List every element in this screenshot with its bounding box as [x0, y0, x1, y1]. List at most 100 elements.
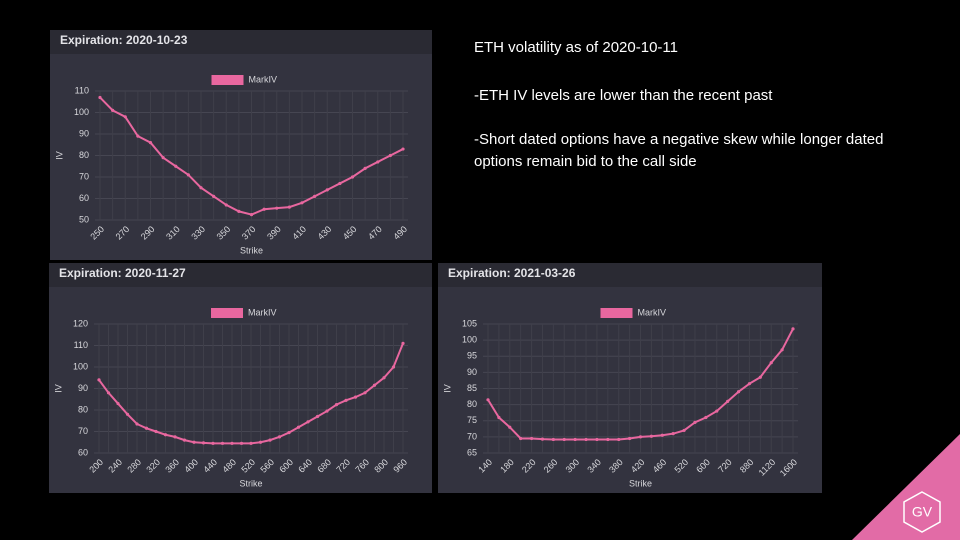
data-point [363, 166, 367, 170]
data-point [111, 108, 115, 112]
data-point [508, 425, 512, 429]
data-point [726, 399, 730, 403]
data-point [376, 160, 380, 164]
data-point [344, 398, 348, 402]
data-point [758, 375, 762, 379]
y-tick-label: 60 [79, 193, 89, 203]
legend-label: MarkIV [638, 307, 667, 317]
data-point [736, 390, 741, 394]
x-axis-label: Strike [629, 478, 652, 488]
y-tick-label: 80 [79, 150, 89, 160]
data-point [275, 206, 279, 210]
logo-hex [903, 491, 941, 533]
chart-header [438, 263, 822, 287]
data-point [388, 153, 392, 158]
data-point [116, 401, 120, 406]
data-point [780, 348, 784, 352]
data-point [334, 403, 339, 407]
bullet: -Short dated options have a negative ske… [474, 131, 883, 148]
legend-label: MarkIV [248, 307, 277, 317]
data-point [182, 438, 187, 442]
data-point [606, 437, 610, 442]
data-point [401, 341, 405, 345]
chart-title: Expiration: 2021-03-26 [448, 266, 576, 280]
data-point [747, 382, 752, 386]
data-point [173, 435, 177, 439]
y-tick-label: 80 [78, 404, 88, 414]
data-point [224, 203, 228, 207]
data-point [313, 194, 317, 198]
data-point [249, 441, 253, 445]
data-point [660, 433, 664, 437]
data-point [144, 426, 149, 430]
data-point [649, 434, 653, 438]
data-point [325, 409, 329, 413]
y-tick-label: 105 [462, 318, 477, 328]
y-tick-label: 50 [79, 214, 89, 224]
data-point [125, 412, 130, 416]
data-point [268, 438, 272, 442]
data-point [98, 95, 102, 100]
y-tick-label: 95 [467, 351, 477, 361]
data-point [372, 383, 377, 387]
data-point [220, 441, 225, 445]
data-point [212, 194, 216, 198]
y-axis-label: IV [53, 384, 63, 393]
y-axis-label: IV [442, 384, 452, 393]
bullet: options remain bid to the call side [474, 153, 697, 170]
data-point [123, 115, 127, 119]
data-point [106, 391, 111, 395]
data-point [715, 409, 719, 413]
data-point [693, 420, 697, 424]
bullet: -ETH IV levels are lower than the recent… [474, 87, 773, 104]
y-tick-label: 75 [467, 415, 477, 425]
y-tick-label: 110 [75, 85, 89, 95]
data-point [671, 432, 675, 436]
data-point [135, 422, 139, 426]
data-point [573, 437, 577, 442]
data-point [192, 440, 196, 444]
y-tick-label: 90 [78, 383, 88, 393]
data-point [296, 425, 301, 429]
data-point [595, 437, 599, 442]
legend-swatch [211, 308, 243, 318]
logo-corner [852, 434, 960, 540]
data-point [584, 437, 588, 442]
data-point [682, 428, 686, 433]
data-point [638, 435, 643, 439]
data-point [287, 430, 291, 435]
data-point [391, 365, 396, 369]
data-point [353, 395, 358, 399]
data-point [769, 361, 773, 365]
data-point [201, 441, 206, 445]
legend-label: MarkIV [249, 74, 278, 84]
data-point [199, 186, 203, 190]
data-point [306, 420, 310, 424]
data-point [497, 415, 501, 420]
data-point [174, 164, 178, 168]
data-point [350, 175, 355, 179]
data-point [211, 441, 215, 445]
legend-swatch [600, 308, 633, 318]
data-point [258, 440, 263, 444]
data-point [338, 181, 342, 186]
data-point [186, 173, 190, 177]
data-point [230, 441, 234, 445]
data-point [617, 437, 621, 442]
data-point [551, 437, 555, 442]
data-point [791, 327, 795, 331]
data-point [363, 391, 367, 395]
data-point [249, 213, 254, 217]
y-tick-label: 100 [73, 361, 88, 371]
data-point [401, 147, 405, 151]
chart-header [50, 30, 432, 54]
data-point [97, 378, 101, 382]
y-tick-label: 65 [467, 447, 477, 457]
data-point [287, 205, 291, 209]
x-axis-label: Strike [240, 245, 263, 255]
y-tick-label: 90 [79, 128, 89, 138]
data-point [300, 201, 304, 205]
legend-swatch [211, 75, 244, 85]
logo-text: GV [912, 504, 933, 520]
